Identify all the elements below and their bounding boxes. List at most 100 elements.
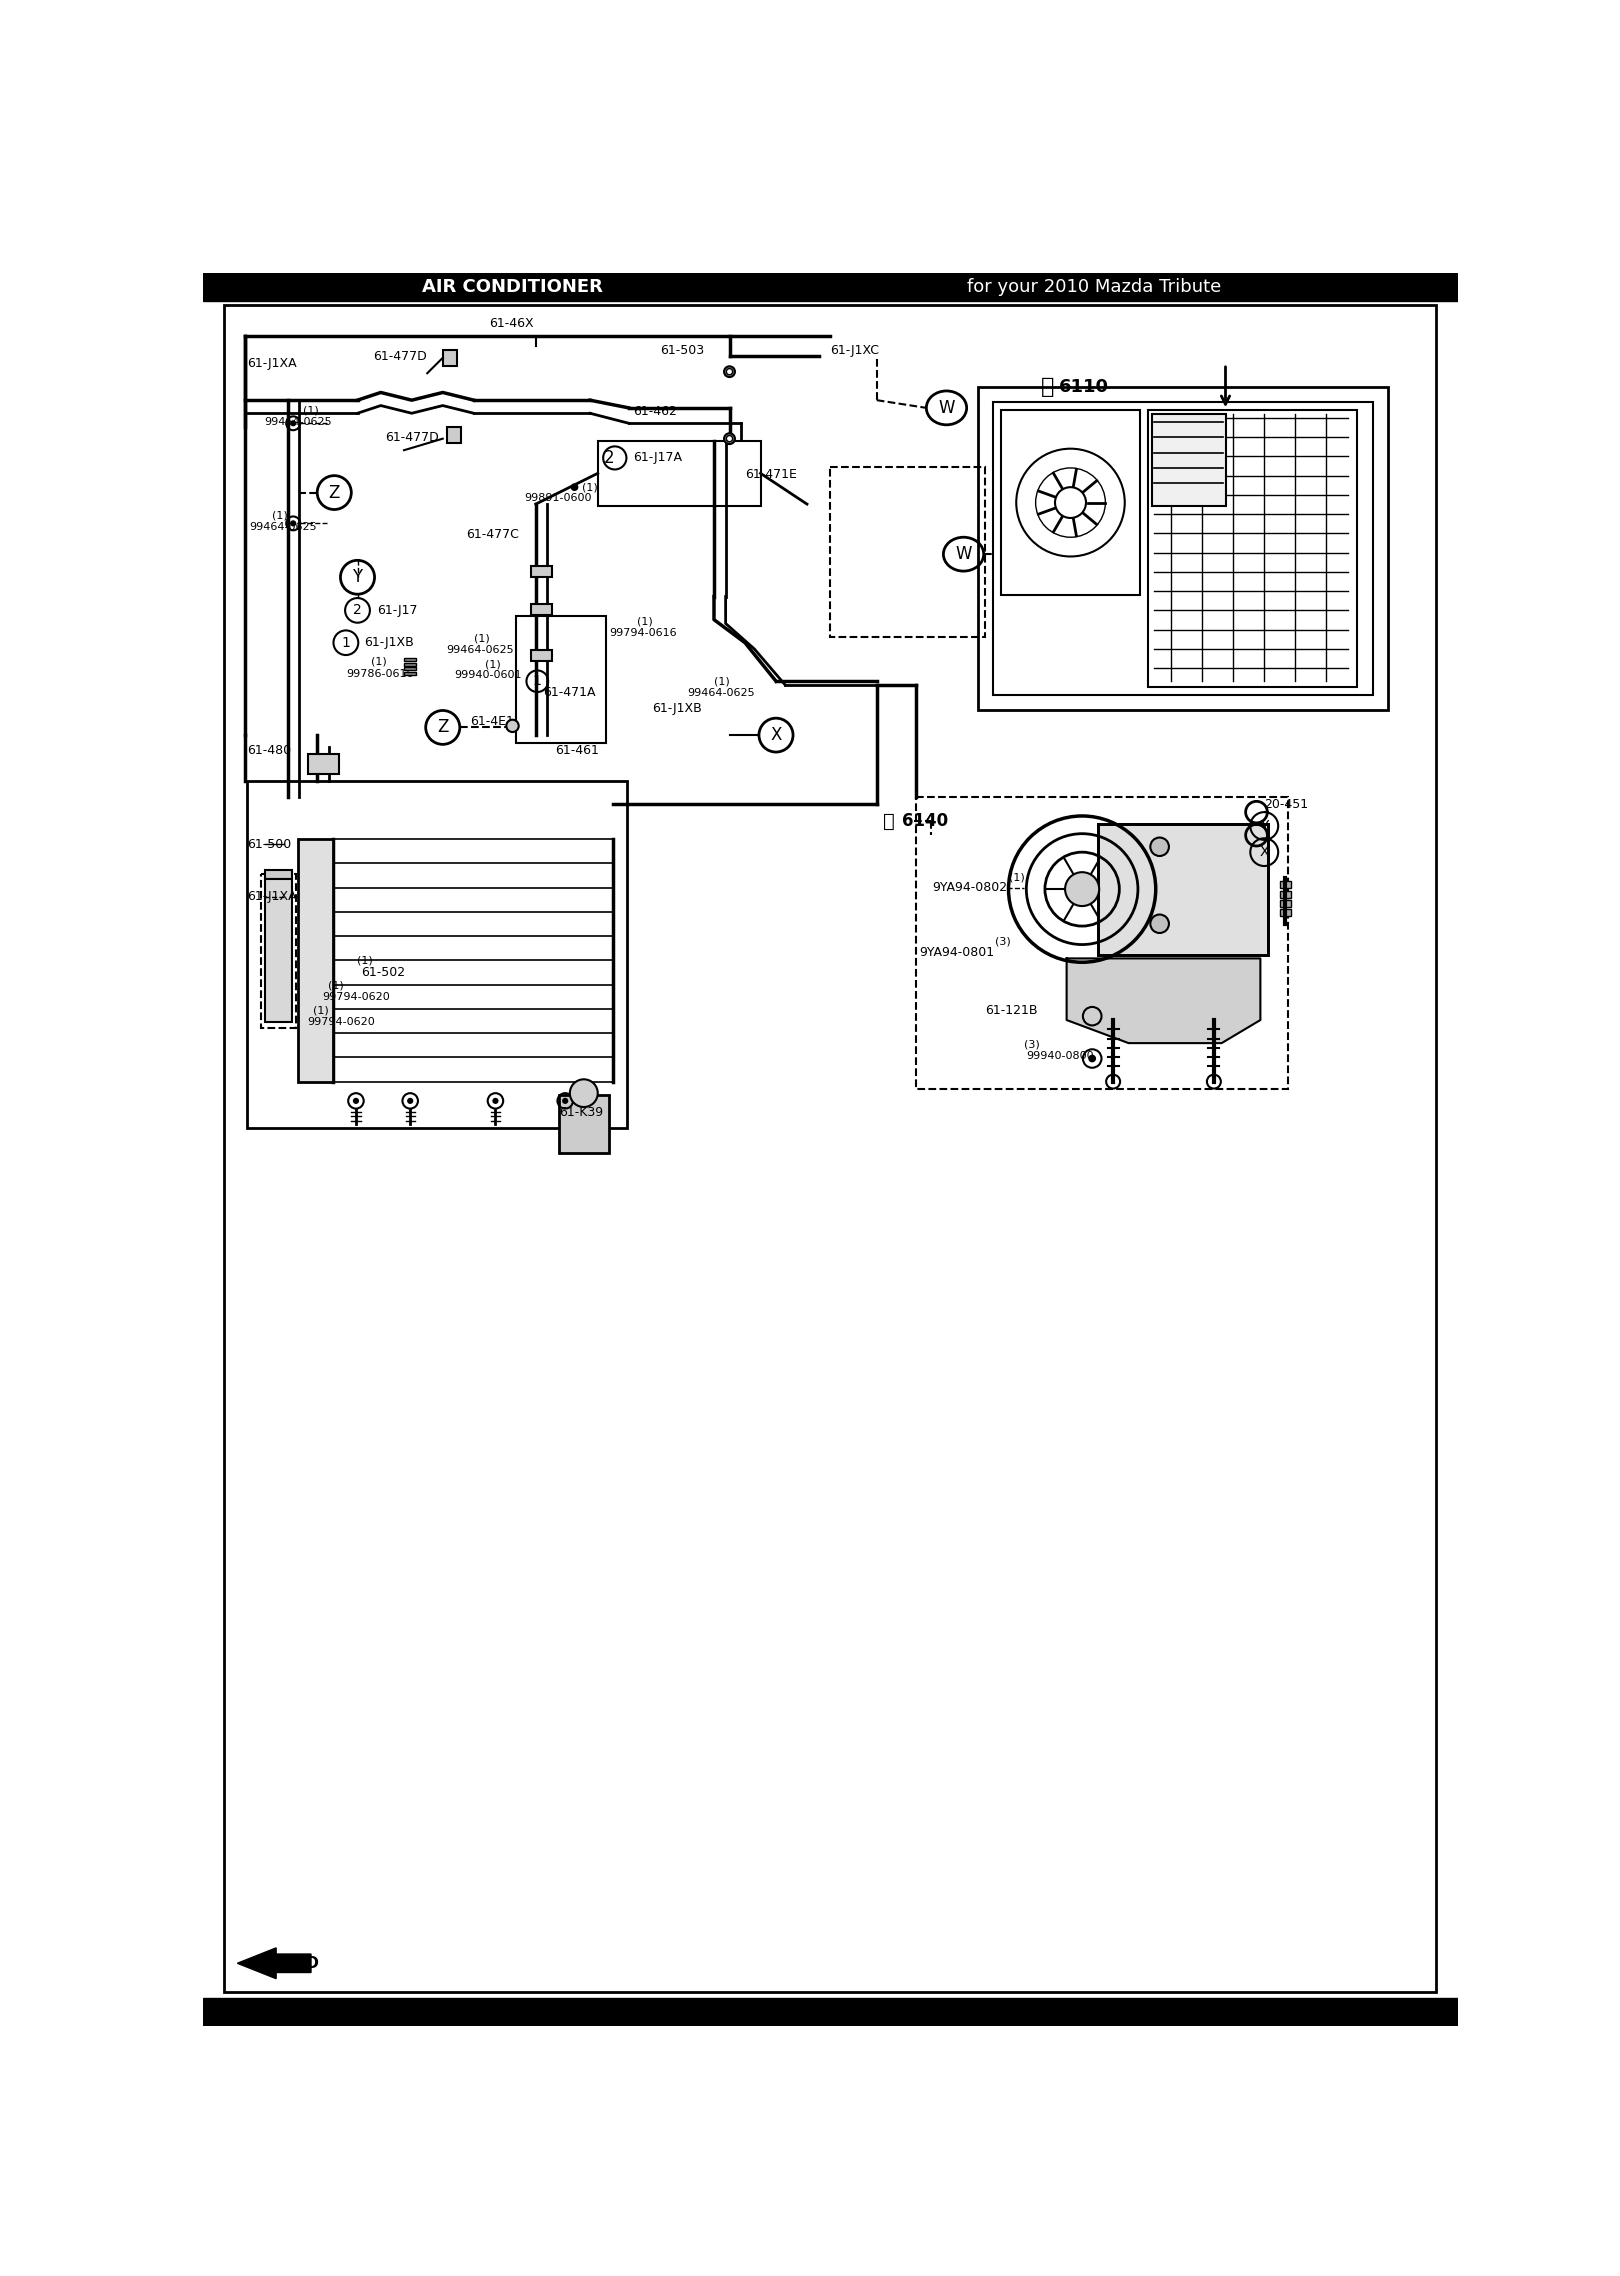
Bar [559, 1095, 609, 1154]
Bar [298, 840, 334, 1081]
Bar [1001, 410, 1140, 594]
Text: 1: 1 [342, 635, 350, 649]
Text: (1): (1) [272, 510, 288, 521]
Text: 61-477D: 61-477D [373, 351, 426, 362]
Bar [993, 403, 1372, 694]
Text: 61-K39: 61-K39 [559, 1106, 603, 1120]
Text: (1): (1) [327, 981, 343, 990]
Text: 99891-0600: 99891-0600 [525, 494, 591, 503]
Bar [403, 662, 416, 667]
Bar [829, 467, 985, 637]
Bar [598, 442, 760, 508]
Text: (1): (1) [637, 617, 653, 626]
Bar [403, 658, 416, 662]
Bar [1098, 824, 1268, 954]
Text: ⮠: ⮠ [883, 813, 894, 831]
Text: (1): (1) [303, 405, 319, 414]
Text: 61-503: 61-503 [659, 344, 703, 357]
Text: 9YA94-0801: 9YA94-0801 [920, 947, 995, 958]
Text: 61-500: 61-500 [248, 838, 292, 851]
Text: Z: Z [329, 483, 340, 501]
Text: 61-471E: 61-471E [745, 469, 797, 480]
Text: 61-J1XA: 61-J1XA [248, 890, 296, 904]
Bar [517, 617, 606, 742]
Text: (3): (3) [1024, 1040, 1040, 1049]
Text: 99786-0616: 99786-0616 [347, 669, 413, 678]
Text: 61-477C: 61-477C [467, 528, 518, 542]
Text: (3): (3) [995, 935, 1011, 947]
Bar [915, 797, 1288, 1090]
Circle shape [290, 521, 296, 526]
Text: 9YA94-0802: 9YA94-0802 [933, 881, 1008, 894]
Circle shape [353, 1097, 360, 1104]
Bar [447, 428, 460, 442]
Text: 61-462: 61-462 [633, 405, 677, 419]
Polygon shape [238, 1948, 311, 1978]
Text: X: X [771, 726, 782, 744]
Bar [531, 567, 552, 576]
Bar [261, 874, 295, 1029]
Bar [248, 781, 627, 1129]
Text: (1): (1) [714, 676, 729, 687]
Text: (1): (1) [371, 658, 387, 667]
Bar [531, 603, 552, 615]
Bar [202, 273, 1458, 300]
Text: (1): (1) [1009, 872, 1024, 883]
Text: (1): (1) [486, 660, 501, 669]
Circle shape [1150, 915, 1170, 933]
Text: 99464-0625: 99464-0625 [687, 687, 755, 699]
Text: 2: 2 [604, 448, 614, 467]
Text: for your 2010 Mazda Tribute: for your 2010 Mazda Tribute [967, 278, 1221, 296]
Bar [202, 1998, 1458, 2026]
Circle shape [1064, 872, 1100, 906]
Circle shape [724, 366, 735, 378]
Text: 61-J17: 61-J17 [377, 603, 418, 617]
Text: 20-451: 20-451 [1264, 799, 1309, 810]
Bar [403, 671, 416, 676]
Circle shape [570, 1079, 598, 1106]
Text: FWD: FWD [280, 1955, 319, 1971]
Text: Y: Y [353, 569, 363, 587]
Text: 61-J17A: 61-J17A [633, 451, 682, 464]
Text: AIR CONDITIONER: AIR CONDITIONER [423, 278, 603, 296]
Text: 1: 1 [533, 674, 541, 687]
Text: 61-121B: 61-121B [985, 1004, 1038, 1017]
Text: 61-J1XB: 61-J1XB [651, 701, 701, 715]
Text: Y: Y [1260, 819, 1268, 833]
Text: 99940-0601: 99940-0601 [454, 669, 522, 681]
Bar [1149, 410, 1358, 687]
Bar [977, 387, 1388, 710]
Text: 61-J1XA: 61-J1XA [248, 357, 296, 371]
Text: 61-461: 61-461 [556, 744, 599, 758]
Circle shape [507, 719, 518, 733]
Text: 61-502: 61-502 [361, 965, 405, 979]
Circle shape [562, 1097, 569, 1104]
Bar [264, 869, 292, 879]
Text: 61-477D: 61-477D [384, 430, 439, 444]
Circle shape [724, 432, 735, 444]
Text: (1): (1) [473, 635, 489, 644]
Bar [264, 879, 292, 1022]
Text: 6110: 6110 [1059, 378, 1108, 396]
Polygon shape [1066, 958, 1260, 1042]
Circle shape [726, 435, 732, 442]
Text: 99940-0800: 99940-0800 [1027, 1052, 1094, 1061]
Text: (1): (1) [358, 956, 373, 965]
Bar [308, 753, 339, 774]
Bar [1280, 890, 1291, 897]
Text: (1): (1) [313, 1006, 329, 1015]
Text: 99464-0625: 99464-0625 [249, 521, 316, 533]
Text: 2: 2 [353, 603, 361, 617]
Bar [1280, 908, 1291, 915]
Text: 99794-0616: 99794-0616 [609, 628, 677, 637]
Circle shape [1150, 838, 1170, 856]
Text: W: W [938, 398, 954, 417]
Text: 61-J1XB: 61-J1XB [364, 637, 413, 649]
Text: 61-J1XC: 61-J1XC [829, 344, 880, 357]
Text: 61-4E1: 61-4E1 [470, 715, 514, 728]
Text: 99464-0625: 99464-0625 [264, 417, 332, 426]
Circle shape [492, 1097, 499, 1104]
Text: 6140: 6140 [902, 813, 948, 831]
Text: 61-46X: 61-46X [489, 316, 535, 330]
Circle shape [407, 1097, 413, 1104]
